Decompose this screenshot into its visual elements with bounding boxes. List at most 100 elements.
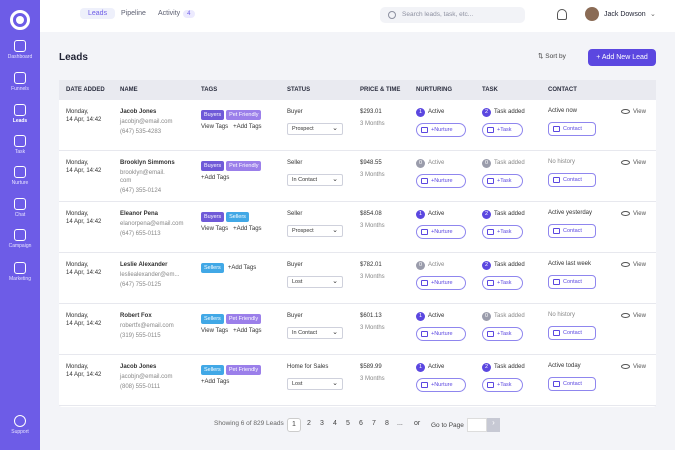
page-5[interactable]: 5	[346, 420, 350, 427]
sidebar-item-marketing[interactable]: Marketing	[0, 262, 40, 282]
table-row[interactable]: Monday, 14 Apr, 14:42 Leslie Alexander lesl…	[59, 253, 656, 304]
sidebar-item-leads[interactable]: Leads	[0, 104, 40, 124]
tag-badge[interactable]: Pet Friendly	[225, 314, 262, 324]
col-date[interactable]: DATE ADDED	[66, 87, 105, 93]
lead-name[interactable]: Leslie Alexander	[120, 262, 168, 268]
add-nurture-button[interactable]: +Nurture	[416, 174, 466, 188]
bell-icon[interactable]	[557, 9, 567, 20]
stage-select[interactable]: Lost	[287, 276, 343, 288]
contact-button[interactable]: Contact	[548, 377, 596, 391]
lead-name[interactable]: Eleanor Pena	[120, 211, 159, 217]
add-nurture-button[interactable]: +Nurture	[416, 225, 466, 239]
view-button[interactable]: View	[621, 364, 646, 370]
add-task-button[interactable]: +Task	[482, 378, 523, 392]
goto-arrow-button[interactable]: ›	[487, 418, 500, 432]
chevron-down-icon[interactable]: ⌄	[650, 11, 656, 18]
page-1[interactable]: 1	[287, 418, 301, 432]
col-nurturing[interactable]: NURTURING	[416, 87, 452, 93]
tag-badge[interactable]: Buyers	[201, 212, 225, 222]
tag-badge[interactable]: Buyers	[201, 161, 225, 171]
add-nurture-button[interactable]: +Nurture	[416, 327, 466, 341]
page-7[interactable]: 7	[372, 420, 376, 427]
table-row[interactable]: Monday, 14 Apr, 14:42 Jacob Jones jacobjn@e…	[59, 355, 656, 406]
add-task-button[interactable]: +Task	[482, 327, 523, 341]
add-task-button[interactable]: +Task	[482, 276, 523, 290]
col-tags[interactable]: TAGS	[201, 87, 218, 93]
sidebar-item-funnels[interactable]: Funnels	[0, 72, 40, 92]
add-new-lead-button[interactable]: + Add New Lead	[588, 49, 656, 66]
view-tags-link[interactable]: View Tags	[201, 124, 229, 130]
add-tags-link[interactable]: +Add Tags	[201, 175, 230, 181]
sidebar-item-dashboard[interactable]: Dashboard	[0, 40, 40, 60]
add-tags-link[interactable]: +Add Tags	[227, 265, 257, 271]
contact-button[interactable]: Contact	[548, 173, 596, 187]
view-button[interactable]: View	[621, 313, 646, 319]
add-nurture-button[interactable]: +Nurture	[416, 276, 466, 290]
contact-button[interactable]: Contact	[548, 224, 596, 238]
search-input[interactable]: Search leads, task, etc...	[380, 7, 525, 23]
page-6[interactable]: 6	[359, 420, 363, 427]
sidebar-item-nurture[interactable]: Nurture	[0, 166, 40, 186]
stage-select[interactable]: In Contact	[287, 174, 343, 186]
table-row[interactable]: Monday, 14 Apr, 14:42 Robert Fox robertfx@e…	[59, 304, 656, 355]
logo-icon[interactable]	[10, 10, 30, 30]
lead-name[interactable]: Jacob Jones	[120, 109, 157, 115]
add-tags-link[interactable]: +Add Tags	[233, 328, 262, 334]
table-row[interactable]: Monday, 14 Apr, 14:42 Jacob Jones jacobjn@e…	[59, 100, 656, 151]
tag-badge[interactable]: Sellers	[201, 314, 224, 324]
tag-badge[interactable]: Buyers	[201, 110, 225, 120]
user-name[interactable]: Jack Dowson	[604, 11, 646, 18]
add-tags-link[interactable]: +Add Tags	[233, 124, 262, 130]
col-status[interactable]: STATUS	[287, 87, 311, 93]
page-2[interactable]: 2	[307, 420, 311, 427]
col-contact[interactable]: CONTACT	[548, 87, 577, 93]
contact-button[interactable]: Contact	[548, 326, 596, 340]
col-price[interactable]: PRICE & TIME	[360, 87, 401, 93]
tag-badge[interactable]: Sellers	[201, 365, 224, 375]
view-tags-link[interactable]: View Tags	[201, 226, 229, 232]
contact-button[interactable]: Contact	[548, 122, 596, 136]
sidebar-item-chat[interactable]: Chat	[0, 198, 40, 218]
tag-badge[interactable]: Sellers	[201, 263, 224, 273]
lead-name[interactable]: Robert Fox	[120, 313, 152, 319]
add-tags-link[interactable]: +Add Tags	[233, 226, 262, 232]
page-8[interactable]: 8	[385, 420, 389, 427]
col-name[interactable]: NAME	[120, 87, 138, 93]
tab-leads[interactable]: Leads	[80, 8, 116, 19]
add-task-button[interactable]: +Task	[482, 123, 523, 137]
col-task[interactable]: TASK	[482, 87, 498, 93]
goto-page-input[interactable]	[467, 418, 487, 432]
page-3[interactable]: 3	[320, 420, 324, 427]
view-tags-link[interactable]: View Tags	[201, 328, 229, 334]
tag-badge[interactable]: Sellers	[226, 212, 249, 222]
tab-pipeline[interactable]: Pipeline	[121, 10, 146, 17]
add-nurture-button[interactable]: +Nurture	[416, 123, 466, 137]
tag-badge[interactable]: Pet Friendly	[225, 365, 262, 375]
lead-name[interactable]: Jacob Jones	[120, 364, 157, 370]
contact-button[interactable]: Contact	[548, 275, 596, 289]
add-nurture-button[interactable]: +Nurture	[416, 378, 466, 392]
support-link[interactable]: Support	[0, 415, 40, 435]
sidebar-item-task[interactable]: Task	[0, 135, 40, 155]
view-button[interactable]: View	[621, 160, 646, 166]
page-4[interactable]: 4	[333, 420, 337, 427]
view-button[interactable]: View	[621, 211, 646, 217]
tab-activity[interactable]: Activity 4	[158, 10, 195, 18]
add-tags-link[interactable]: +Add Tags	[201, 379, 230, 385]
lead-name[interactable]: Brooklyn Simmons	[120, 160, 175, 166]
avatar[interactable]	[585, 7, 599, 21]
view-button[interactable]: View	[621, 109, 646, 115]
stage-select[interactable]: In Contact	[287, 327, 343, 339]
table-row[interactable]: Monday, 14 Apr, 14:42 Eleanor Pena elanorpe…	[59, 202, 656, 253]
add-task-button[interactable]: +Task	[482, 225, 523, 239]
sort-button[interactable]: ⇅ Sort by	[538, 52, 566, 60]
stage-select[interactable]: Lost	[287, 378, 343, 390]
tag-badge[interactable]: Pet Friendly	[226, 161, 262, 171]
table-row[interactable]: Monday, 14 Apr, 14:42 Brooklyn Simmons broo…	[59, 151, 656, 202]
sidebar-item-campaign[interactable]: Campaign	[0, 229, 40, 249]
view-button[interactable]: View	[621, 262, 646, 268]
tag-badge[interactable]: Pet Friendly	[226, 110, 262, 120]
add-task-button[interactable]: +Task	[482, 174, 523, 188]
stage-select[interactable]: Prospect	[287, 225, 343, 237]
stage-select[interactable]: Prospect	[287, 123, 343, 135]
